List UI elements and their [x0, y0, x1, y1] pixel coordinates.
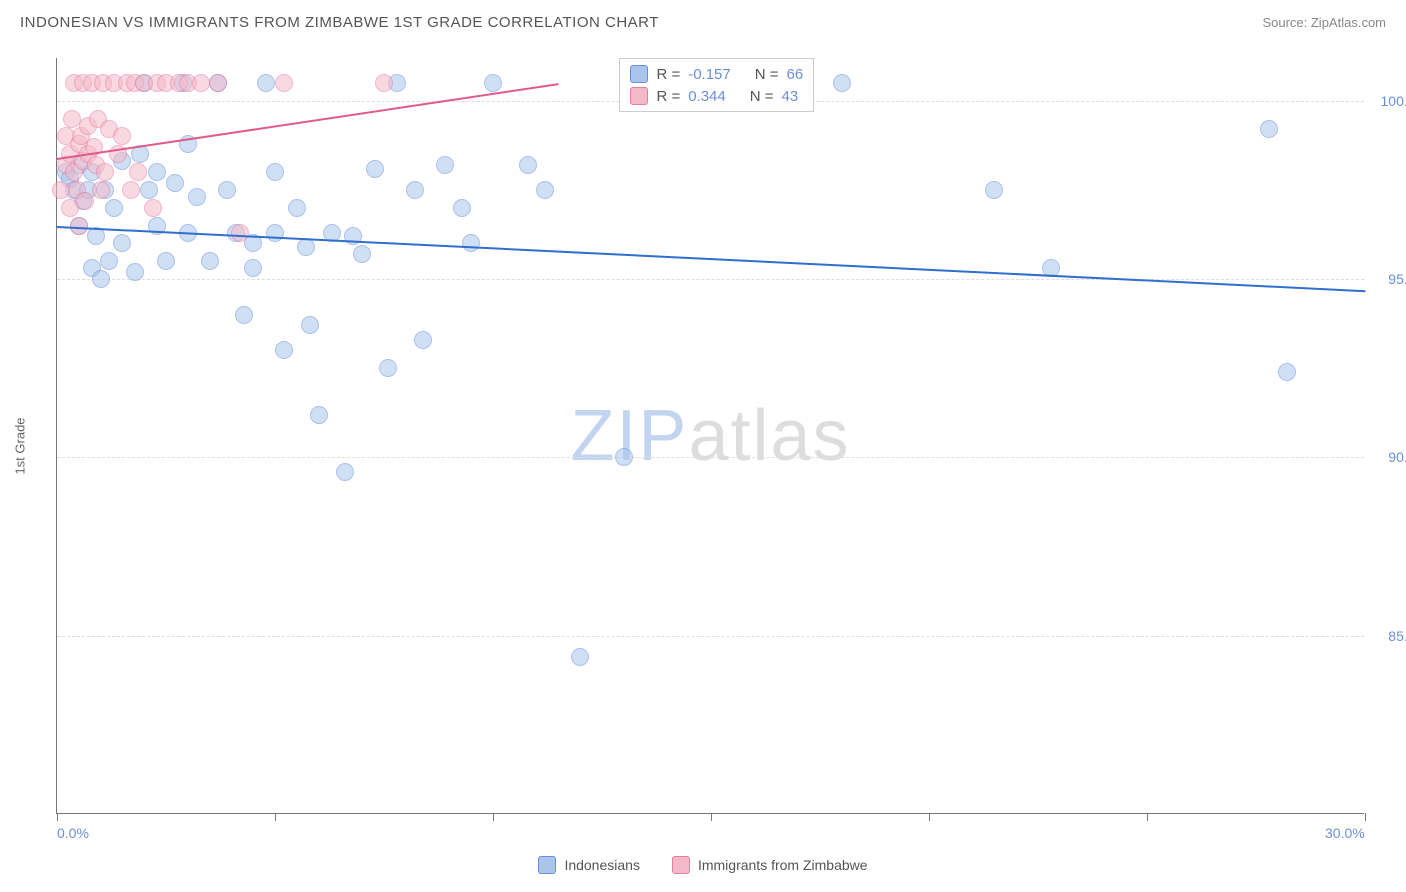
scatter-point [453, 199, 471, 217]
x-tick [493, 813, 494, 821]
n-label: N = [750, 88, 774, 105]
scatter-point [105, 199, 123, 217]
x-tick [1147, 813, 1148, 821]
scatter-point [70, 217, 88, 235]
chart-title: INDONESIAN VS IMMIGRANTS FROM ZIMBABWE 1… [20, 14, 659, 31]
y-tick-label: 95.0% [1370, 271, 1406, 287]
n-value: 66 [787, 66, 804, 83]
scatter-point [113, 234, 131, 252]
scatter-point [244, 259, 262, 277]
scatter-point [100, 252, 118, 270]
scatter-point [301, 316, 319, 334]
watermark-atlas: atlas [688, 396, 850, 476]
scatter-point [414, 331, 432, 349]
trend-line [57, 83, 559, 160]
y-tick-label: 100.0% [1370, 93, 1406, 109]
scatter-point [235, 306, 253, 324]
stats-box: R =-0.157N =66R =0.344N =43 [619, 58, 814, 112]
scatter-point [157, 252, 175, 270]
scatter-point [129, 163, 147, 181]
gridline-h [57, 636, 1364, 637]
scatter-point [462, 234, 480, 252]
scatter-point [985, 181, 1003, 199]
n-label: N = [755, 66, 779, 83]
scatter-point [92, 181, 110, 199]
series-swatch [630, 65, 648, 83]
scatter-point [1260, 120, 1278, 138]
scatter-point [140, 181, 158, 199]
scatter-point [375, 74, 393, 92]
legend-label: Indonesians [564, 857, 640, 873]
scatter-point [188, 188, 206, 206]
scatter-point [288, 199, 306, 217]
scatter-point [96, 163, 114, 181]
scatter-point [266, 163, 284, 181]
scatter-point [113, 127, 131, 145]
scatter-point [353, 245, 371, 263]
scatter-point [571, 648, 589, 666]
legend-item: Immigrants from Zimbabwe [672, 856, 868, 874]
n-value: 43 [782, 88, 799, 105]
scatter-point [406, 181, 424, 199]
scatter-point [201, 252, 219, 270]
r-value: -0.157 [688, 66, 731, 83]
y-axis-title: 1st Grade [13, 417, 28, 474]
x-tick-label: 30.0% [1325, 825, 1365, 841]
scatter-point [144, 199, 162, 217]
scatter-point [536, 181, 554, 199]
scatter-point [257, 74, 275, 92]
scatter-point [297, 238, 315, 256]
scatter-point [275, 341, 293, 359]
y-tick-label: 85.0% [1370, 628, 1406, 644]
source-link[interactable]: Source: ZipAtlas.com [1262, 15, 1386, 30]
x-tick [275, 813, 276, 821]
r-label: R = [656, 88, 680, 105]
scatter-point [336, 463, 354, 481]
x-tick [57, 813, 58, 821]
scatter-point [92, 270, 110, 288]
x-tick [929, 813, 930, 821]
scatter-point [436, 156, 454, 174]
legend-swatch [672, 856, 690, 874]
stats-row: R = -0.157 N = 66 [630, 63, 803, 85]
y-tick-label: 90.0% [1370, 449, 1406, 465]
scatter-point [519, 156, 537, 174]
scatter-point [122, 181, 140, 199]
scatter-point [218, 181, 236, 199]
scatter-point [484, 74, 502, 92]
scatter-point [275, 74, 293, 92]
x-tick-label: 0.0% [57, 825, 89, 841]
scatter-point [76, 192, 94, 210]
watermark: ZIPatlas [570, 395, 850, 477]
r-label: R = [656, 66, 680, 83]
scatter-plot: ZIPatlas 85.0%90.0%95.0%100.0%0.0%30.0%R… [56, 58, 1364, 814]
series-swatch [630, 87, 648, 105]
stats-row: R = 0.344 N = 43 [630, 85, 803, 107]
scatter-point [231, 224, 249, 242]
scatter-point [209, 74, 227, 92]
chart-header: INDONESIAN VS IMMIGRANTS FROM ZIMBABWE 1… [0, 0, 1406, 44]
scatter-point [310, 406, 328, 424]
scatter-point [1278, 363, 1296, 381]
scatter-point [166, 174, 184, 192]
scatter-point [126, 263, 144, 281]
scatter-point [833, 74, 851, 92]
scatter-point [379, 359, 397, 377]
gridline-h [57, 457, 1364, 458]
scatter-point [615, 448, 633, 466]
legend-item: Indonesians [538, 856, 640, 874]
scatter-point [366, 160, 384, 178]
r-value: 0.344 [688, 88, 726, 105]
legend-swatch [538, 856, 556, 874]
legend-label: Immigrants from Zimbabwe [698, 857, 868, 873]
scatter-point [192, 74, 210, 92]
x-tick [1365, 813, 1366, 821]
legend: Indonesians Immigrants from Zimbabwe [0, 856, 1406, 874]
scatter-point [148, 163, 166, 181]
x-tick [711, 813, 712, 821]
